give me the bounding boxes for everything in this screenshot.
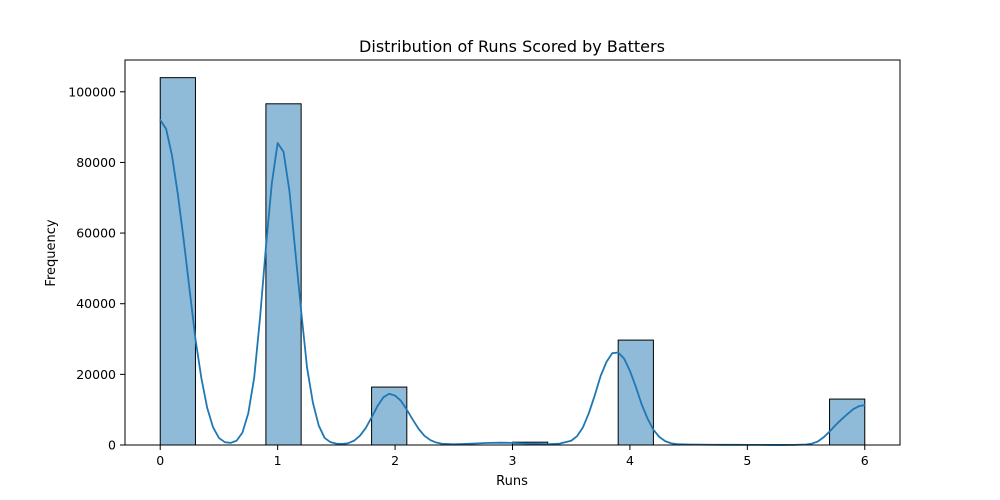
y-tick-label: 80000 bbox=[76, 155, 116, 170]
y-tick-label: 100000 bbox=[68, 84, 116, 99]
x-tick-label: 5 bbox=[743, 453, 751, 468]
bars-layer bbox=[159, 77, 866, 446]
y-tick-label: 40000 bbox=[76, 296, 116, 311]
histogram-bar bbox=[617, 339, 654, 446]
y-tick-label: 20000 bbox=[76, 367, 116, 382]
x-axis-label: Runs bbox=[496, 474, 528, 489]
histogram-bar bbox=[265, 103, 302, 446]
x-tick-label: 0 bbox=[156, 453, 164, 468]
x-tick-label: 1 bbox=[274, 453, 282, 468]
chart-title: Distribution of Runs Scored by Batters bbox=[359, 37, 665, 56]
y-axis-ticks: 0 20000 40000 60000 80000 100000 bbox=[68, 84, 125, 453]
x-tick-label: 4 bbox=[626, 453, 634, 468]
histogram-bar bbox=[371, 386, 408, 446]
x-axis-ticks: 0 1 2 3 4 5 6 bbox=[156, 445, 869, 468]
x-tick-label: 2 bbox=[391, 453, 399, 468]
x-tick-label: 6 bbox=[861, 453, 869, 468]
histogram-bar bbox=[159, 77, 196, 446]
y-tick-label: 0 bbox=[108, 438, 116, 453]
y-axis-label: Frequency bbox=[44, 219, 59, 286]
plot-area-frame bbox=[124, 59, 901, 446]
x-tick-label: 3 bbox=[509, 453, 517, 468]
y-tick-label: 60000 bbox=[76, 226, 116, 241]
